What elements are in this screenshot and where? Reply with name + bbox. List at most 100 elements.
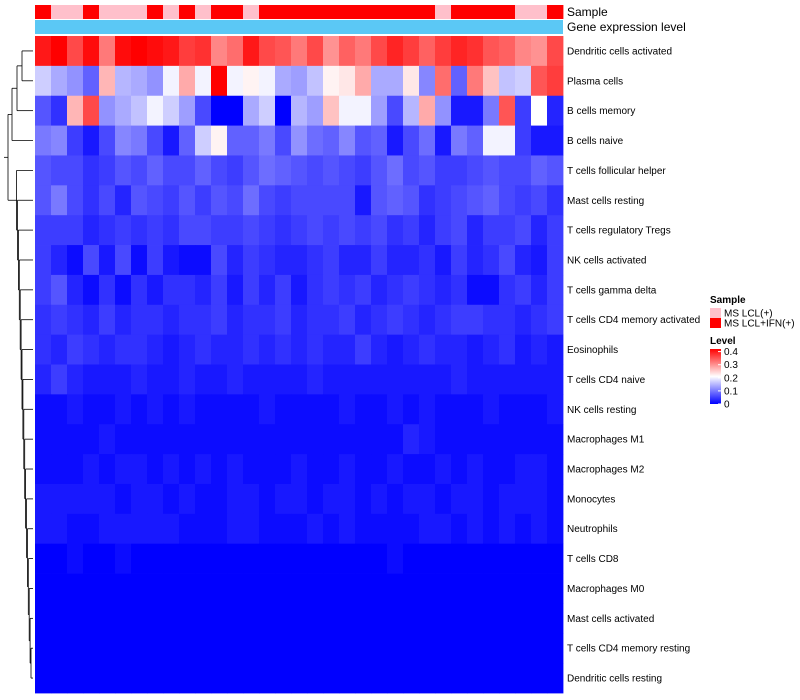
heatmap-cell (451, 394, 468, 425)
heatmap-cell (451, 513, 468, 545)
heatmap-cell (403, 245, 420, 276)
heatmap-cell (323, 424, 340, 455)
heatmap-cell (515, 364, 532, 395)
heatmap-cell (211, 95, 228, 126)
heatmap-cell (307, 394, 324, 425)
heatmap-cell (435, 513, 452, 545)
heatmap-cell (339, 185, 356, 216)
row-label: NK cells resting (567, 405, 636, 416)
heatmap-cell (387, 125, 404, 156)
sample-annotation-title: Sample (567, 5, 608, 19)
heatmap-cell (371, 573, 388, 604)
heatmap-cell (339, 513, 356, 545)
heatmap-cell (99, 633, 116, 664)
heatmap-cell (275, 245, 292, 276)
heatmap-cell (147, 603, 164, 634)
heatmap-cell (227, 155, 244, 186)
heatmap-cell (355, 543, 372, 574)
heatmap-cell (179, 573, 196, 604)
heatmap-cell (291, 364, 308, 395)
heatmap-cell (467, 573, 484, 604)
heatmap-cell (499, 215, 516, 246)
heatmap-cell (483, 95, 500, 126)
heatmap-cell (403, 274, 420, 306)
heatmap-cell (259, 95, 276, 126)
heatmap-cell (531, 125, 548, 156)
row-label: Mast cells activated (567, 614, 654, 625)
heatmap-cell (131, 364, 148, 395)
row-label: Macrophages M2 (567, 465, 645, 476)
heatmap-cell (531, 155, 548, 186)
heatmap-cell (339, 155, 356, 186)
heatmap-cell (435, 573, 452, 604)
heatmap-cell (387, 334, 404, 365)
heatmap-cell (83, 245, 100, 276)
heatmap-cell (99, 573, 116, 604)
heatmap-cell (211, 483, 228, 515)
heatmap-cell (451, 603, 468, 634)
heatmap-cell (227, 603, 244, 634)
heatmap-cell (323, 543, 340, 574)
heatmap-cell (419, 424, 436, 455)
heatmap-cell (99, 185, 116, 216)
heatmap-cell (499, 334, 516, 365)
heatmap-cell (339, 65, 356, 97)
heatmap-cell (275, 274, 292, 306)
heatmap-cell (211, 125, 228, 156)
heatmap-cell (531, 573, 548, 604)
heatmap-cell (67, 65, 84, 97)
row-label: Plasma cells (567, 76, 623, 87)
heatmap-cell (547, 155, 564, 186)
heatmap-cell (531, 215, 548, 246)
row-label: Monocytes (567, 494, 615, 505)
heatmap-cell (227, 543, 244, 574)
sample-annotation-cell (243, 5, 260, 19)
heatmap-cell (147, 454, 164, 485)
heatmap-cell (515, 125, 532, 156)
heatmap-cell (451, 65, 468, 97)
heatmap-cell (403, 95, 420, 126)
heatmap-cell (131, 633, 148, 664)
heatmap-cell (307, 95, 324, 126)
heatmap-cell (179, 95, 196, 126)
heatmap-cell (467, 65, 484, 97)
heatmap-cell (483, 454, 500, 485)
heatmap-cell (259, 394, 276, 425)
heatmap-cell (195, 483, 212, 515)
heatmap-cell (531, 304, 548, 336)
heatmap-cell (499, 663, 516, 694)
legend: Sample MS LCL(+)MS LCL+IFN(+) Level 0.40… (710, 295, 795, 411)
heatmap-cell (131, 36, 148, 67)
heatmap-cell (387, 424, 404, 455)
heatmap-cell (419, 215, 436, 246)
heatmap-cell (163, 364, 180, 395)
heatmap-cell (227, 364, 244, 395)
heatmap-cell (355, 483, 372, 515)
heatmap-cell (339, 125, 356, 156)
heatmap-cell (99, 95, 116, 126)
heatmap-cell (83, 543, 100, 574)
heatmap-cell (275, 424, 292, 455)
heatmap-cell (51, 603, 68, 634)
heatmap-cell (291, 424, 308, 455)
heatmap-cell (35, 424, 52, 455)
heatmap-cell (515, 185, 532, 216)
heatmap-cell (355, 185, 372, 216)
level-tick-label: 0.2 (724, 373, 738, 384)
heatmap-cell (547, 394, 564, 425)
heatmap-cell (195, 663, 212, 694)
heatmap-cell (403, 454, 420, 485)
heatmap-cell (163, 125, 180, 156)
heatmap-cell (131, 424, 148, 455)
heatmap-cell (195, 155, 212, 186)
heatmap-cell (547, 125, 564, 156)
heatmap-cell (355, 603, 372, 634)
heatmap-cell (291, 65, 308, 97)
heatmap-cell (387, 95, 404, 126)
heatmap-cell (499, 513, 516, 545)
heatmap-cell (451, 274, 468, 306)
heatmap-cell (163, 185, 180, 216)
heatmap-cell (83, 274, 100, 306)
heatmap-cell (307, 603, 324, 634)
heatmap-cell (499, 274, 516, 306)
